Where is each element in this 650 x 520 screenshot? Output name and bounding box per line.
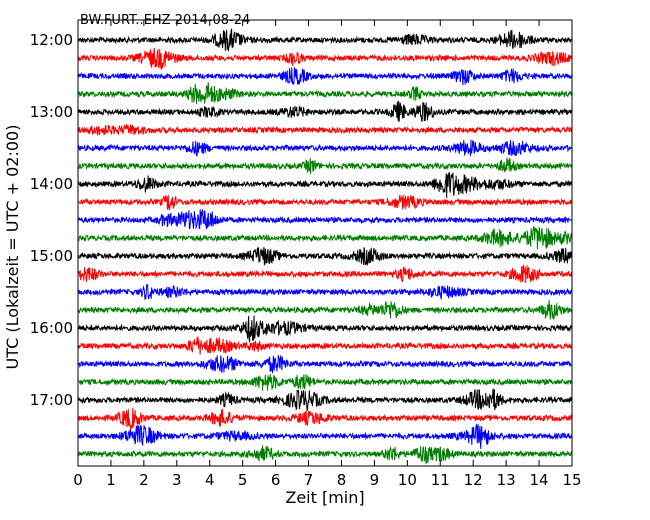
trace-1415	[77, 194, 573, 211]
x-tick-label: 7	[304, 471, 314, 489]
tick-group: 0 1 2 3 4 5 6 7 8 9 10 11 12 13 14 1512:0013:0014:0015:…	[30, 20, 582, 489]
x-tick-label: 1	[106, 471, 116, 489]
x-tick-label: 14	[530, 471, 549, 489]
x-tick-label: 0	[73, 471, 83, 489]
y-tick-label: 17:00	[30, 391, 73, 409]
trace-1730	[77, 424, 573, 449]
y-axis-label: UTC (Lokalzeit = UTC + 02:00)	[3, 125, 22, 370]
trace-1400	[77, 172, 573, 198]
x-tick-label: 15	[562, 471, 581, 489]
trace-1745	[77, 445, 573, 465]
trace-1445	[77, 226, 573, 250]
trace-1545	[77, 300, 573, 320]
trace-1245	[77, 82, 573, 105]
trace-1500	[77, 246, 573, 266]
trace-1530	[77, 283, 573, 300]
x-tick-label: 2	[139, 471, 149, 489]
trace-1315	[77, 124, 573, 136]
trace-1700	[77, 388, 573, 413]
trace-1600	[77, 315, 573, 343]
trace-group	[77, 28, 573, 465]
y-tick-label: 15:00	[30, 247, 73, 265]
x-tick-label: 9	[370, 471, 380, 489]
trace-1615	[77, 336, 573, 355]
y-tick-label: 12:00	[30, 31, 73, 49]
plot-frame	[77, 19, 573, 467]
x-tick-label: 13	[497, 471, 516, 489]
x-tick-label: 11	[431, 471, 450, 489]
x-tick-label: 12	[464, 471, 483, 489]
trace-1645	[77, 373, 573, 391]
x-tick-label: 5	[238, 471, 248, 489]
trace-1330	[77, 139, 573, 157]
y-tick-label: 16:00	[30, 319, 73, 337]
trace-1200	[77, 28, 573, 52]
chart-title: BW.FURT..EHZ 2014-08-24	[80, 13, 250, 28]
trace-1630	[77, 354, 573, 374]
x-tick-label: 8	[337, 471, 347, 489]
trace-1715	[77, 407, 573, 431]
trace-1230	[77, 67, 573, 86]
x-tick-label: 6	[271, 471, 281, 489]
x-tick-label: 10	[398, 471, 417, 489]
x-axis-label: Zeit [min]	[285, 488, 364, 507]
x-tick-label: 3	[172, 471, 182, 489]
trace-1215	[77, 47, 573, 71]
trace-1515	[77, 265, 573, 283]
x-tick-label: 4	[205, 471, 215, 489]
y-tick-label: 13:00	[30, 103, 73, 121]
trace-1345	[77, 157, 573, 175]
trace-1300	[77, 100, 573, 123]
trace-1430	[77, 209, 573, 230]
y-tick-label: 14:00	[30, 175, 73, 193]
